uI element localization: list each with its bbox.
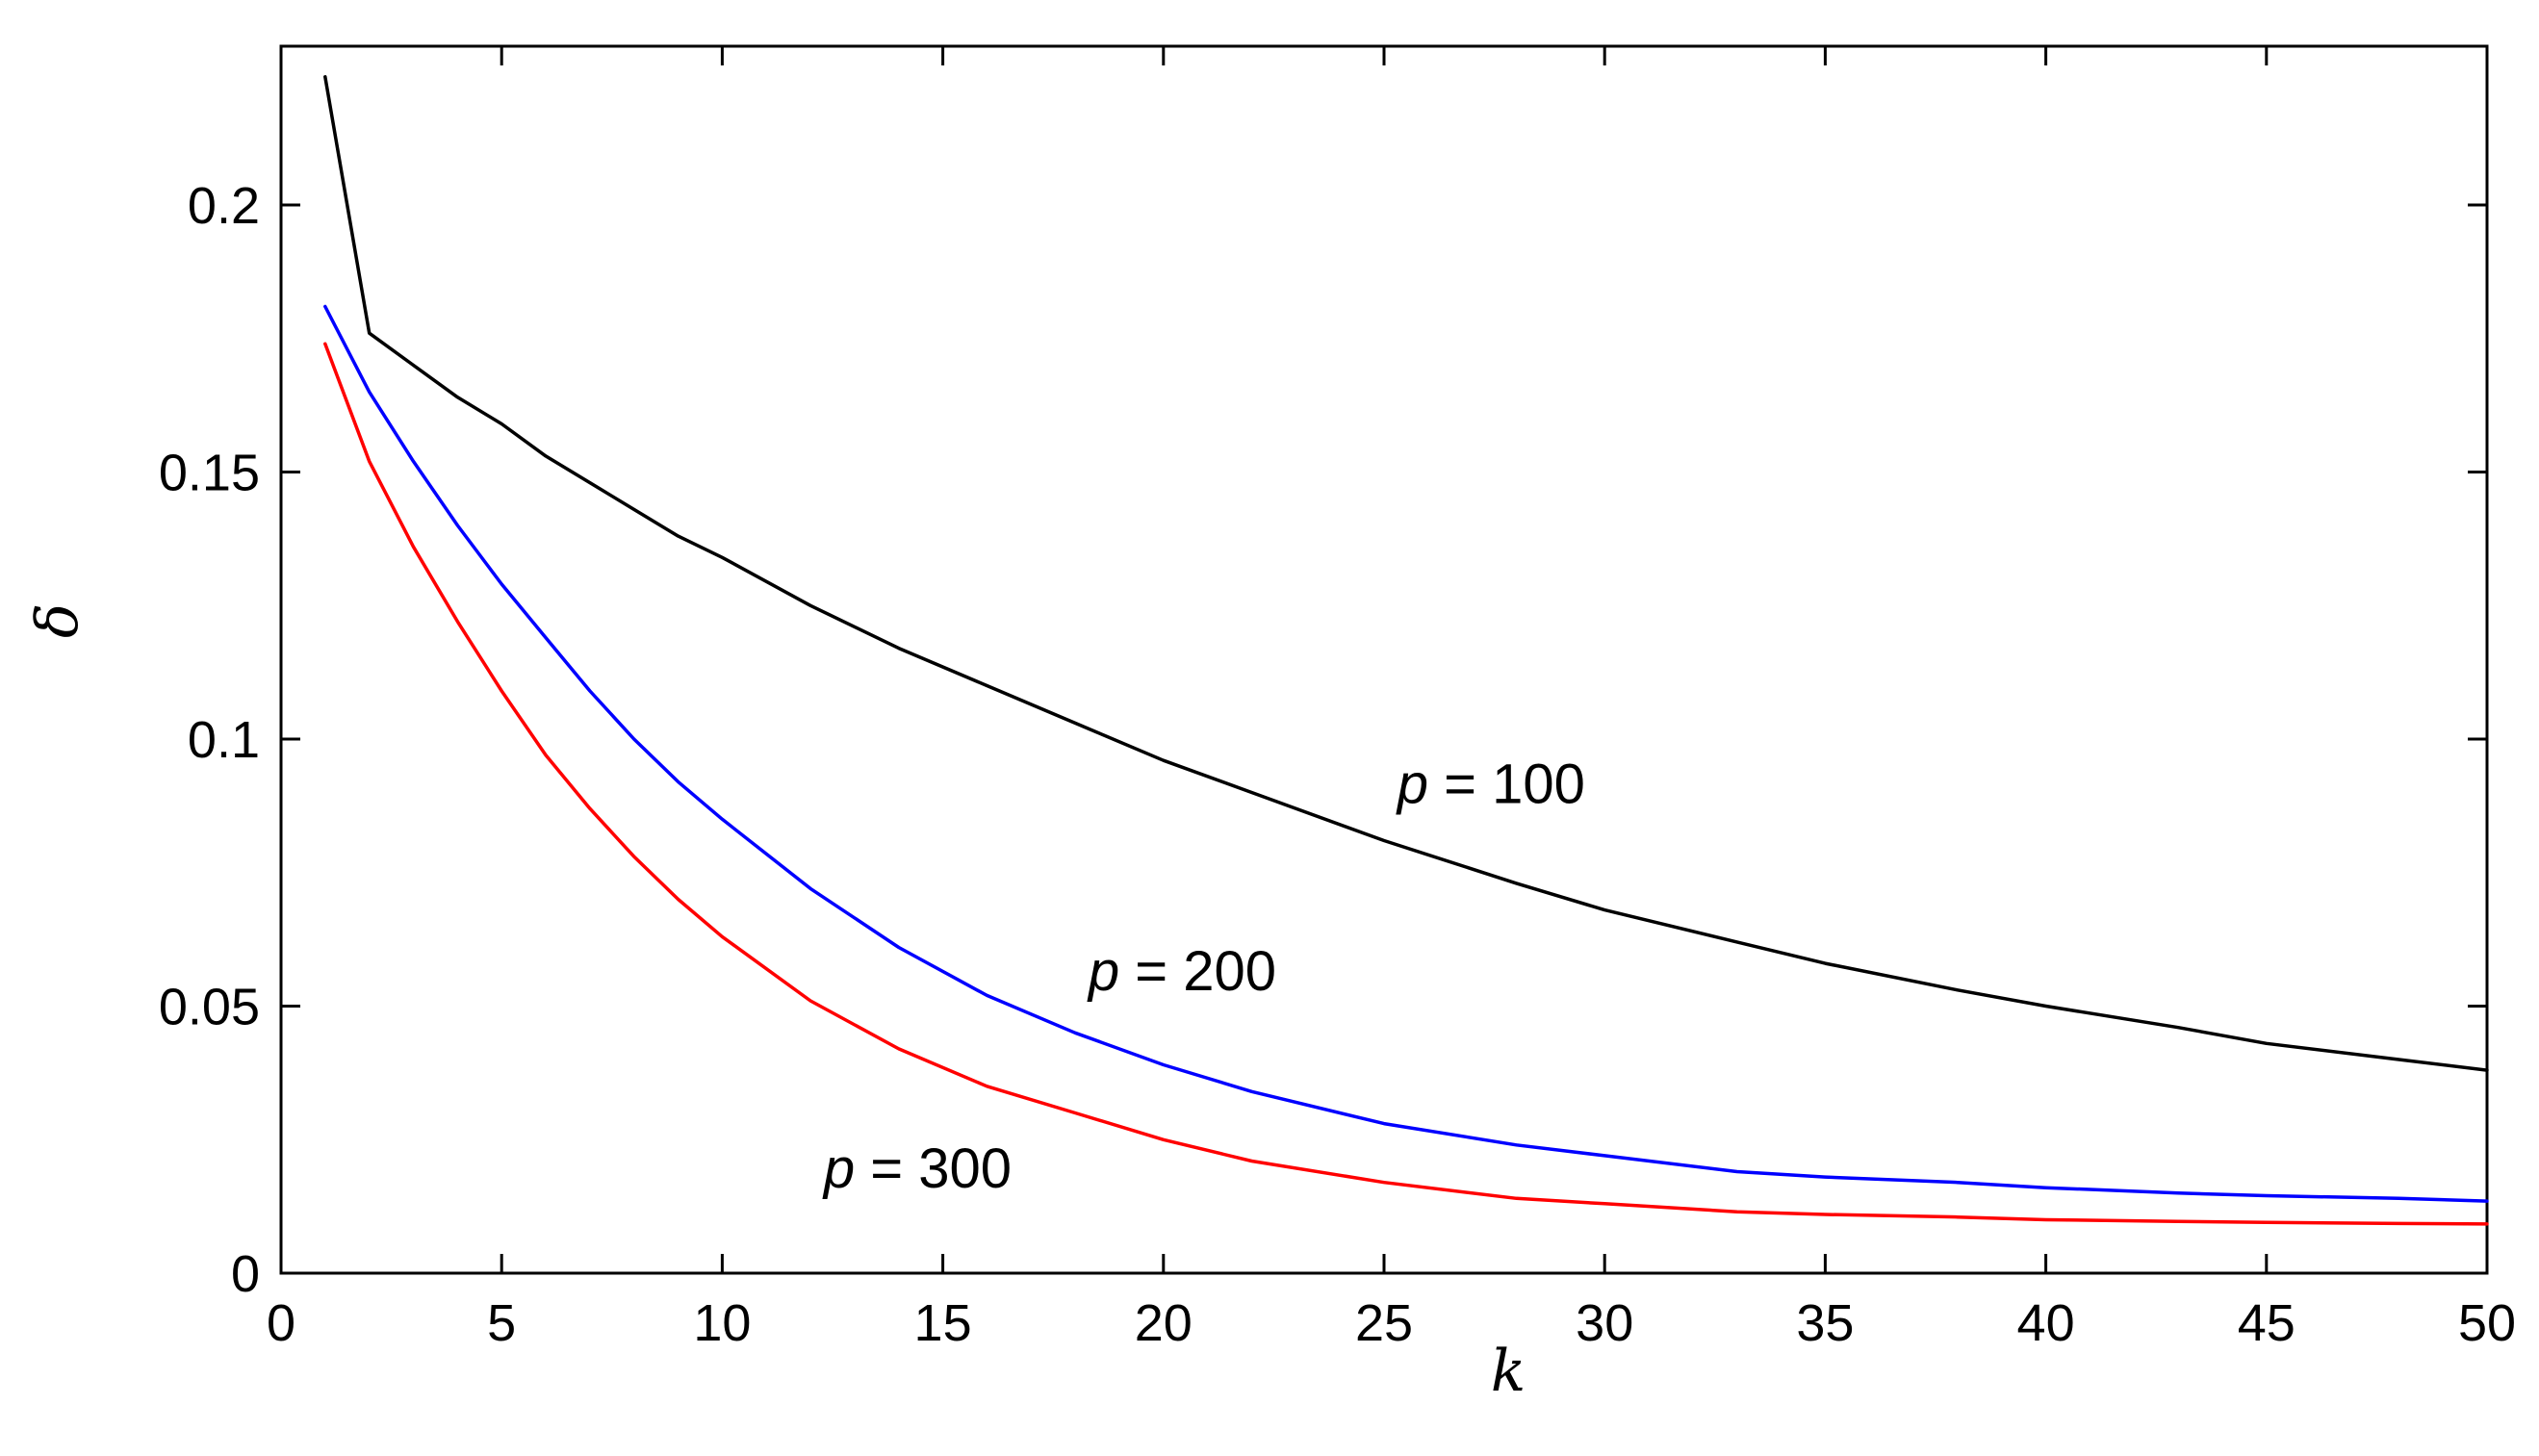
x-tick-label: 15 (914, 1294, 972, 1352)
x-tick-label: 0 (267, 1294, 295, 1352)
curve-label-2: p = 200 (1087, 940, 1276, 1003)
x-tick-label: 40 (2017, 1294, 2075, 1352)
x-tick-label: 35 (1796, 1294, 1854, 1352)
x-tick-label: 45 (2238, 1294, 2295, 1352)
series-line-1 (323, 75, 2489, 1072)
x-tick-label: 25 (1355, 1294, 1413, 1352)
curve-label-value: = 100 (1428, 754, 1585, 816)
series-line-3 (323, 342, 2489, 1226)
x-tick-label: 30 (1576, 1294, 1633, 1352)
plot-frame (279, 44, 2489, 1275)
curve-label-value: = 300 (855, 1137, 1012, 1200)
x-tick-label: 20 (1135, 1294, 1193, 1352)
curve-label-1: p = 100 (1396, 754, 1585, 816)
curve-label-value: = 200 (1119, 940, 1276, 1003)
y-tick-label: 0.2 (188, 177, 260, 235)
y-tick-label: 0.1 (188, 711, 260, 769)
x-tick-label: 5 (487, 1294, 516, 1352)
x-axis-label: k (1491, 1338, 1526, 1405)
y-tick-label: 0.05 (159, 979, 260, 1036)
series-line-2 (323, 304, 2489, 1203)
series-layer (323, 75, 2489, 1226)
curve-label-variable: p (822, 1137, 855, 1200)
axis-ticks: 0 5 10 15 20 25 30 35 40 45 50 0 0.05 0.1 0.15 0.2 (159, 46, 2516, 1352)
y-axis-label: δ (24, 603, 91, 638)
y-tick-label: 0.15 (159, 445, 260, 502)
x-tick-label: 50 (2458, 1294, 2516, 1352)
curve-label-variable: p (1396, 754, 1428, 816)
x-tick-label: 10 (693, 1294, 751, 1352)
y-tick-label: 0 (231, 1245, 260, 1303)
curve-label-variable: p (1087, 940, 1119, 1003)
curve-label-3: p = 300 (822, 1137, 1012, 1200)
